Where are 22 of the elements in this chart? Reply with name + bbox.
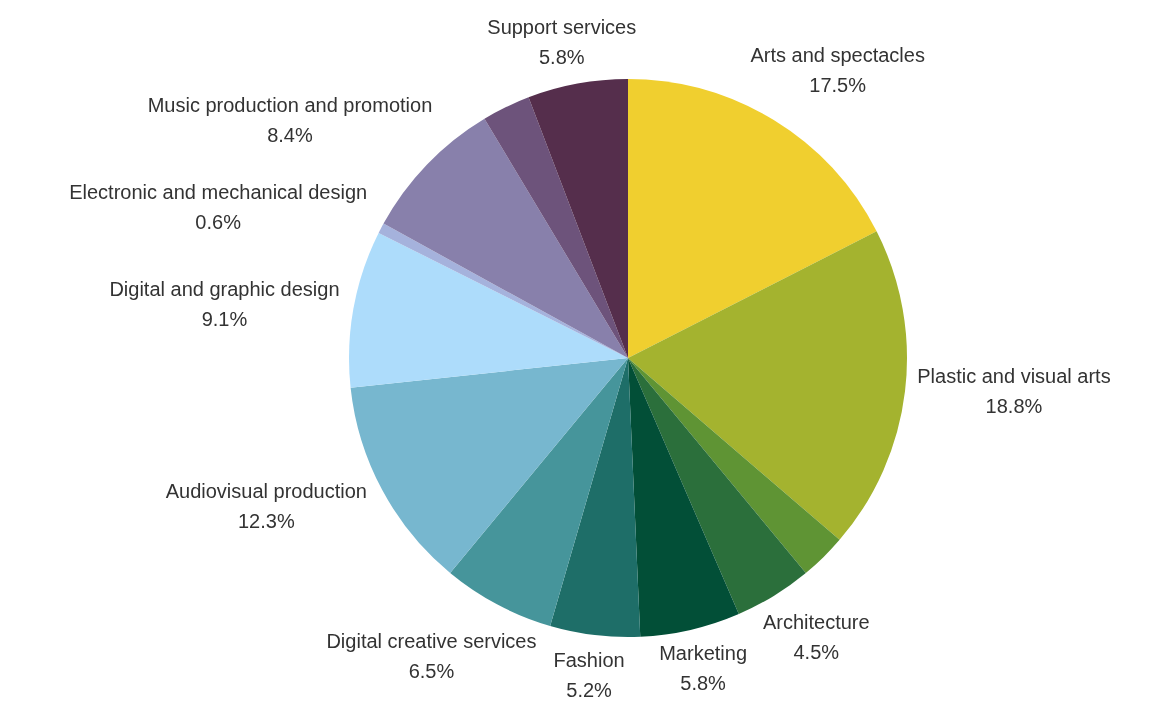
data-label: 8.4% xyxy=(267,123,313,146)
slice-label: Audiovisual production xyxy=(165,480,367,503)
data-label: 12.3% xyxy=(237,510,295,533)
data-label: 5.8% xyxy=(680,671,727,694)
slice-label: Plastic and visual arts xyxy=(917,365,1111,388)
data-label: 5.8% xyxy=(538,45,585,68)
slice-label: Support services xyxy=(487,15,637,38)
slice-label: Fashion xyxy=(553,648,625,671)
data-label: 18.8% xyxy=(985,395,1043,418)
data-label: 17.5% xyxy=(809,74,867,97)
data-label: 0.6% xyxy=(195,211,242,234)
data-label: 4.5% xyxy=(793,640,840,663)
slice-label: Arts and spectacles xyxy=(750,44,925,67)
slice-label: Architecture xyxy=(762,610,870,633)
slice-label: Digital and graphic design xyxy=(109,277,340,300)
slice-label: Music production and promotion xyxy=(147,93,433,116)
slice-label: Digital creative services xyxy=(326,629,537,652)
data-label: 9.1% xyxy=(201,307,248,330)
data-label: 6.5% xyxy=(408,659,455,682)
slice-label: Marketing xyxy=(659,641,748,664)
data-label: 5.2% xyxy=(566,678,613,701)
slice-label: Electronic and mechanical design xyxy=(69,181,368,204)
